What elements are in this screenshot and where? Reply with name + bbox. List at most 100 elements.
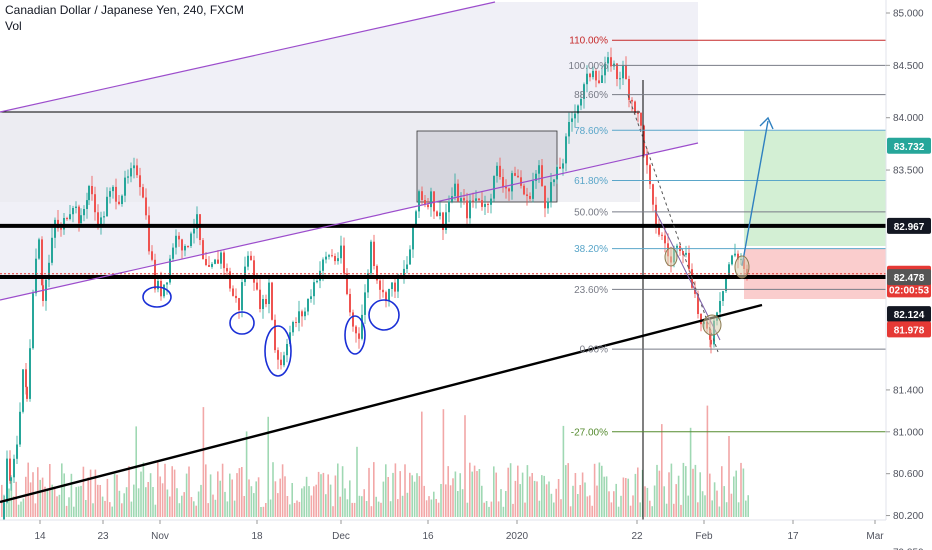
candle-body <box>346 273 348 295</box>
candle-body <box>232 288 234 296</box>
candle-body <box>460 198 462 202</box>
volume-bar <box>613 491 615 517</box>
volume-bar <box>740 462 742 517</box>
candle-body <box>394 282 396 292</box>
candle-body <box>737 253 739 260</box>
volume-bar <box>262 506 265 517</box>
candle-body <box>29 348 31 399</box>
volume-bar <box>274 481 277 517</box>
candle-body <box>658 226 660 235</box>
candle-body <box>157 280 159 290</box>
candle-body <box>592 70 594 78</box>
candle-body <box>304 311 306 317</box>
candle-body <box>229 271 231 289</box>
candle-body <box>358 333 360 339</box>
candle-body <box>382 289 384 293</box>
volume-bar <box>473 465 476 517</box>
candle-body <box>280 359 282 366</box>
volume-bar <box>10 477 13 517</box>
candle-body <box>45 279 47 301</box>
candle-body <box>298 311 300 323</box>
candle-body <box>51 237 53 263</box>
candle-body <box>220 252 222 264</box>
volume-bar <box>718 506 721 517</box>
volume-bar <box>17 504 20 517</box>
candle-body <box>322 259 324 271</box>
candle-body <box>313 282 315 297</box>
volume-bar <box>363 489 365 517</box>
highlight-circle <box>142 286 172 308</box>
volume-bar <box>97 484 99 517</box>
candle-body <box>472 200 474 202</box>
volume-bar <box>572 485 574 517</box>
volume-bar <box>385 464 387 517</box>
volume-bar <box>509 463 512 517</box>
candle-body <box>541 165 543 186</box>
volume-bar <box>701 491 704 517</box>
candle-body <box>550 182 552 202</box>
candle-body <box>370 241 372 274</box>
candle-body <box>259 289 261 309</box>
candle-body <box>86 200 88 209</box>
volume-bar <box>255 481 257 517</box>
candle-body <box>427 204 429 208</box>
symbol-title[interactable]: Canadian Dollar / Japanese Yen, 240, FXC… <box>5 3 244 17</box>
candle-body <box>433 191 435 212</box>
candle-body <box>19 411 21 445</box>
candle-body <box>247 255 249 267</box>
candle-body <box>562 163 564 169</box>
volume-bar <box>478 469 481 517</box>
volume-bar <box>562 425 565 517</box>
volume-bar <box>632 495 634 517</box>
volume-bar <box>699 472 701 517</box>
volume-bar <box>406 492 409 517</box>
volume-bar <box>373 462 375 517</box>
price-badge <box>887 306 931 323</box>
candle-body <box>445 212 447 230</box>
volume-bar <box>382 481 385 517</box>
volume-bar <box>53 486 56 517</box>
price-badge-label: 82.478 <box>894 273 925 284</box>
volume-bar <box>63 473 65 517</box>
volume-bar <box>298 501 301 517</box>
candle-body <box>574 113 576 119</box>
volume-bar <box>260 507 262 517</box>
volume-bar <box>629 505 632 517</box>
volume-bar <box>253 493 255 517</box>
candle-body <box>655 204 657 227</box>
candle-body <box>373 241 375 266</box>
volume-bar <box>195 505 197 517</box>
volume-bar <box>41 477 44 517</box>
drawings-layer[interactable]: 110.00% 100.00% 88.60% 78.60% 61.80% 50.00% 38… <box>0 1 886 548</box>
volume-bar <box>656 464 658 517</box>
candle-body <box>10 477 12 481</box>
volume-indicator-label[interactable]: Vol <box>5 19 22 33</box>
candle-body <box>625 65 627 79</box>
volume-bar <box>644 486 646 517</box>
volume-bar <box>581 472 584 517</box>
projection-arrow <box>741 120 769 267</box>
volume-bar <box>248 479 250 517</box>
volume-bar <box>344 488 346 517</box>
volume-bar <box>610 502 613 517</box>
volume-bar <box>620 495 622 517</box>
candle-body <box>9 458 11 481</box>
time-tick-label: 22 <box>631 531 643 542</box>
candle-body <box>151 251 153 260</box>
volume-bar <box>361 496 363 517</box>
candle-body <box>178 235 180 240</box>
candle-body <box>292 322 294 333</box>
volume-bar <box>627 478 629 517</box>
candle-body <box>283 355 285 366</box>
volume-bar <box>490 501 493 517</box>
candle-body <box>514 173 516 176</box>
candle-body <box>376 265 378 281</box>
volume-bar <box>452 478 454 517</box>
candle-body <box>526 194 528 196</box>
candle-body <box>734 253 736 256</box>
volume-bar <box>548 481 550 517</box>
volume-bar <box>332 506 334 517</box>
volume-bar <box>411 475 413 517</box>
